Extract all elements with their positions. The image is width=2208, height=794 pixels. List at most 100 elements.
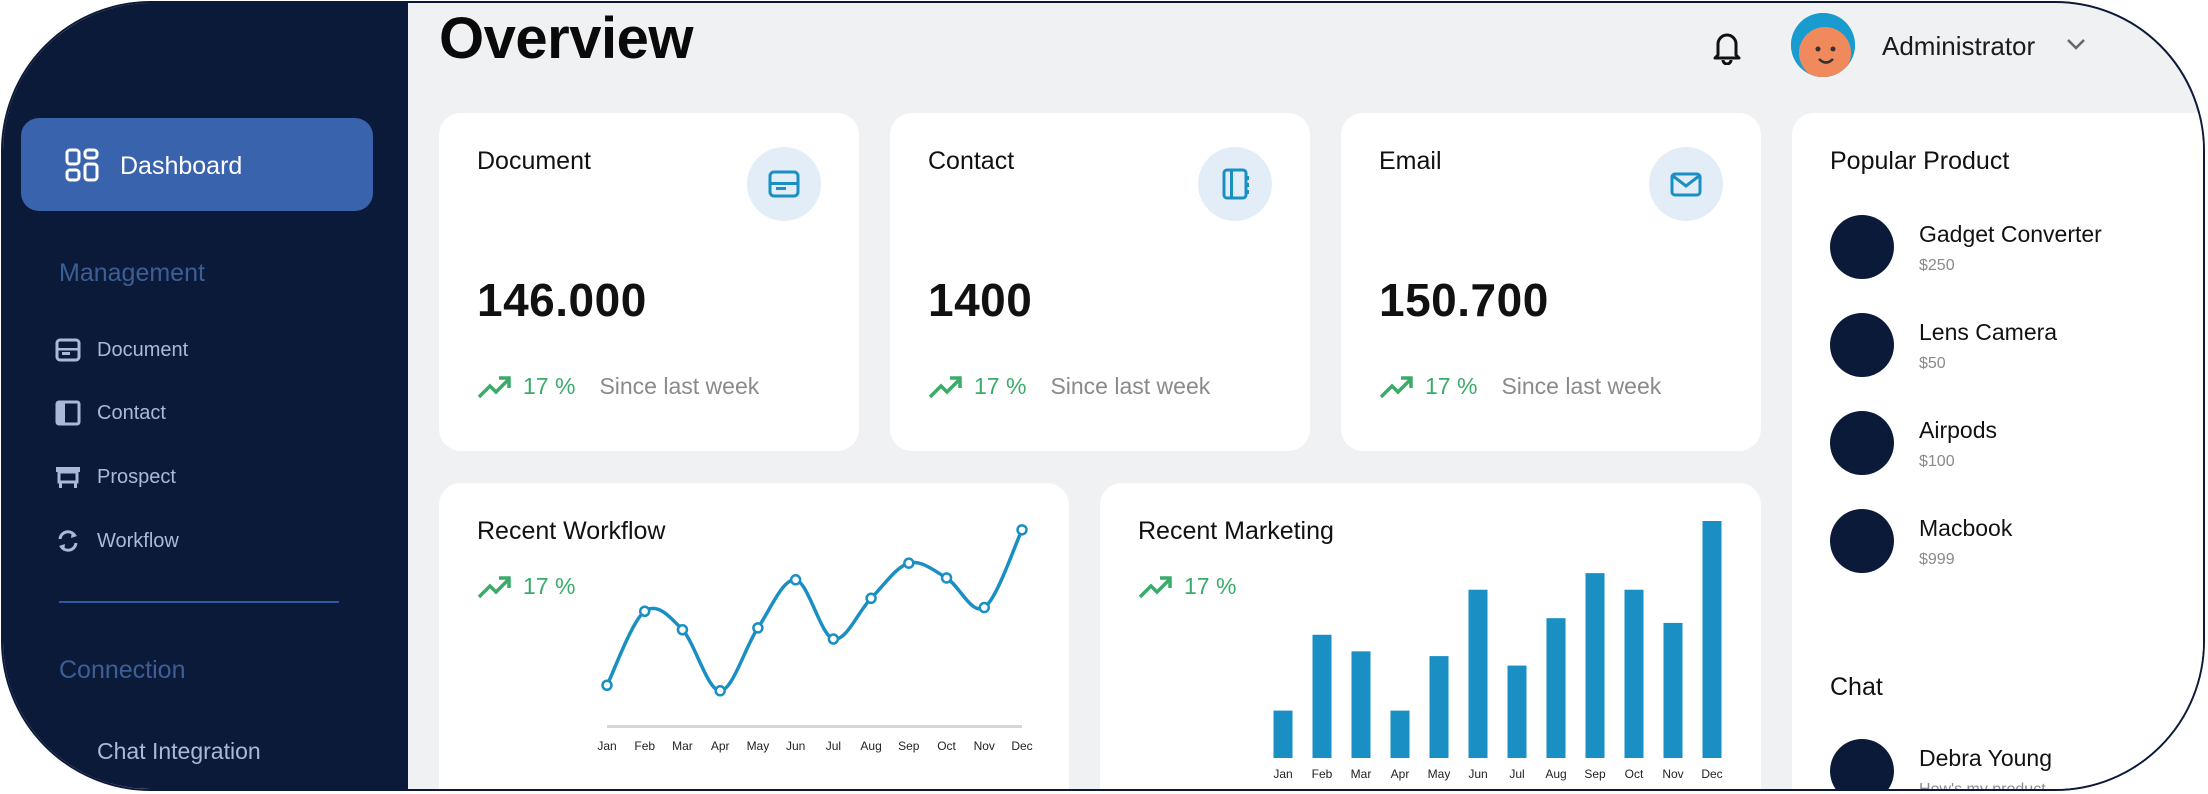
- stat-value: 150.700: [1379, 274, 1549, 326]
- trend-caption: Since last week: [1050, 373, 1211, 399]
- dashboard-icon: [65, 148, 99, 187]
- x-tick-label: Jun: [786, 739, 805, 753]
- chevron-down-icon[interactable]: [2065, 33, 2087, 60]
- x-tick-label: May: [747, 739, 770, 753]
- x-axis-line: [607, 725, 1022, 728]
- product-price: $50: [1919, 355, 1946, 372]
- bar: [1273, 710, 1293, 758]
- x-tick-label: Jul: [826, 739, 841, 753]
- chart-title: Recent Workflow: [477, 517, 666, 545]
- x-tick-label: Aug: [860, 739, 881, 753]
- product-item[interactable]: Airpods $100: [1830, 411, 2130, 481]
- stat-title: Email: [1379, 147, 1442, 175]
- document-icon: [55, 337, 81, 363]
- x-tick-label: Dec: [1011, 739, 1032, 753]
- popular-product-panel: Popular Product Gadget Converter $250 Le…: [1792, 113, 2203, 791]
- stat-title: Contact: [928, 147, 1015, 175]
- stat-card-contact: Contact 1400 17 % Since last week: [890, 113, 1310, 451]
- prospect-icon: [55, 464, 81, 490]
- page-title: Overview: [439, 6, 693, 71]
- data-point: [865, 592, 877, 605]
- data-point: [676, 624, 689, 636]
- x-tick-label: Oct: [937, 739, 956, 753]
- product-name: Airpods: [1919, 417, 1997, 443]
- sidebar-item-label: Chat Integration: [97, 737, 261, 764]
- x-tick-label: Mar: [1351, 767, 1372, 781]
- trend-up-icon: [1379, 375, 1413, 398]
- trend-caption: Since last week: [1501, 373, 1662, 399]
- x-tick-label: Oct: [1625, 767, 1644, 781]
- bar: [1663, 622, 1683, 758]
- chat-title: Chat: [1830, 673, 1883, 701]
- contact-icon: [55, 400, 81, 426]
- bar: [1351, 651, 1371, 758]
- sidebar-item-label: Workflow: [97, 529, 179, 552]
- product-item[interactable]: Macbook $999: [1830, 509, 2130, 579]
- sidebar-item-chat-integration[interactable]: Chat Integration: [55, 736, 261, 766]
- stat-card-document: Document 146.000 17 % Since last week: [439, 113, 859, 451]
- marketing-bar-chart: Jan Feb Mar Apr May Jun Jul Aug Sep Oct Nov Dec: [1273, 521, 1723, 781]
- x-tick-label: Nov: [1662, 767, 1683, 781]
- trend-percent: 17 %: [523, 373, 576, 399]
- trend: 17 %: [477, 573, 575, 600]
- marketing-card: Recent Marketing 17 % Jan Feb Mar Apr May Jun…: [1100, 483, 1761, 789]
- x-tick-label: Jul: [1509, 767, 1524, 781]
- sidebar-item-prospect[interactable]: Prospect: [55, 462, 176, 492]
- x-tick-label: Jan: [1273, 767, 1292, 781]
- trend-percent: 17 %: [974, 373, 1027, 399]
- trend-up-icon: [1138, 575, 1172, 598]
- user-name[interactable]: Administrator: [1882, 31, 2036, 61]
- series-line: [605, 529, 1024, 693]
- bar: [1624, 589, 1644, 758]
- tray-icon: [747, 147, 821, 221]
- product-item[interactable]: Lens Camera $50: [1830, 313, 2130, 383]
- product-item[interactable]: Gadget Converter $250: [1830, 215, 2130, 285]
- trend: 17 % Since last week: [1379, 373, 1661, 400]
- sidebar-item-dashboard[interactable]: Dashboard: [21, 118, 373, 211]
- x-tick-label: Dec: [1701, 767, 1722, 781]
- x-tick-label: Nov: [974, 739, 995, 753]
- product-price: $100: [1919, 453, 1955, 470]
- chat-contact-name: Debra Young: [1919, 745, 2053, 771]
- bar: [1468, 589, 1488, 758]
- stat-value: 146.000: [477, 274, 647, 326]
- trend: 17 % Since last week: [928, 373, 1210, 400]
- product-name: Gadget Converter: [1919, 221, 2102, 247]
- sidebar-item-label: Contact: [97, 401, 166, 424]
- data-point: [978, 601, 991, 614]
- stat-card-email: Email 150.700 17 % Since last week: [1341, 113, 1761, 451]
- chat-item[interactable]: Debra Young How's my product...: [1830, 739, 2130, 791]
- sidebar-divider: [59, 601, 339, 603]
- x-tick-label: Sep: [1584, 767, 1606, 781]
- chat-icon: [55, 738, 81, 764]
- trend-up-icon: [477, 575, 511, 598]
- data-point: [752, 622, 764, 634]
- workflow-line-chart: Jan Feb Mar Apr May Jun Jul Aug Sep Oct Nov Dec: [597, 524, 1033, 753]
- sidebar-item-document[interactable]: Document: [55, 335, 188, 365]
- workflow-icon: [55, 528, 81, 554]
- address-book-icon: [1198, 147, 1272, 221]
- x-tick-label: Sep: [898, 739, 920, 753]
- product-name: Lens Camera: [1919, 319, 2058, 345]
- x-tick-label: Jun: [1468, 767, 1487, 781]
- trend: 17 % Since last week: [477, 373, 759, 400]
- chart-title: Recent Marketing: [1138, 517, 1334, 545]
- chat-message-preview: How's my product...: [1919, 781, 2059, 791]
- trend-up-icon: [928, 375, 962, 398]
- data-point: [903, 557, 915, 569]
- sidebar-item-contact[interactable]: Contact: [55, 398, 166, 428]
- x-tick-label: Apr: [1391, 767, 1410, 781]
- sidebar-item-workflow[interactable]: Workflow: [55, 526, 179, 556]
- sidebar-item-label: Prospect: [97, 465, 176, 488]
- avatar[interactable]: [1791, 13, 1855, 77]
- connection-section-title: Connection: [59, 656, 186, 684]
- bell-icon[interactable]: [1710, 29, 1744, 70]
- product-thumbnail: [1830, 509, 1894, 573]
- data-point: [714, 685, 726, 697]
- stat-value: 1400: [928, 274, 1033, 326]
- x-tick-label: Jan: [597, 739, 616, 753]
- envelope-icon: [1649, 147, 1723, 221]
- popular-product-title: Popular Product: [1830, 147, 2010, 175]
- product-price: $999: [1919, 551, 1955, 568]
- trend-percent: 17 %: [1425, 373, 1478, 399]
